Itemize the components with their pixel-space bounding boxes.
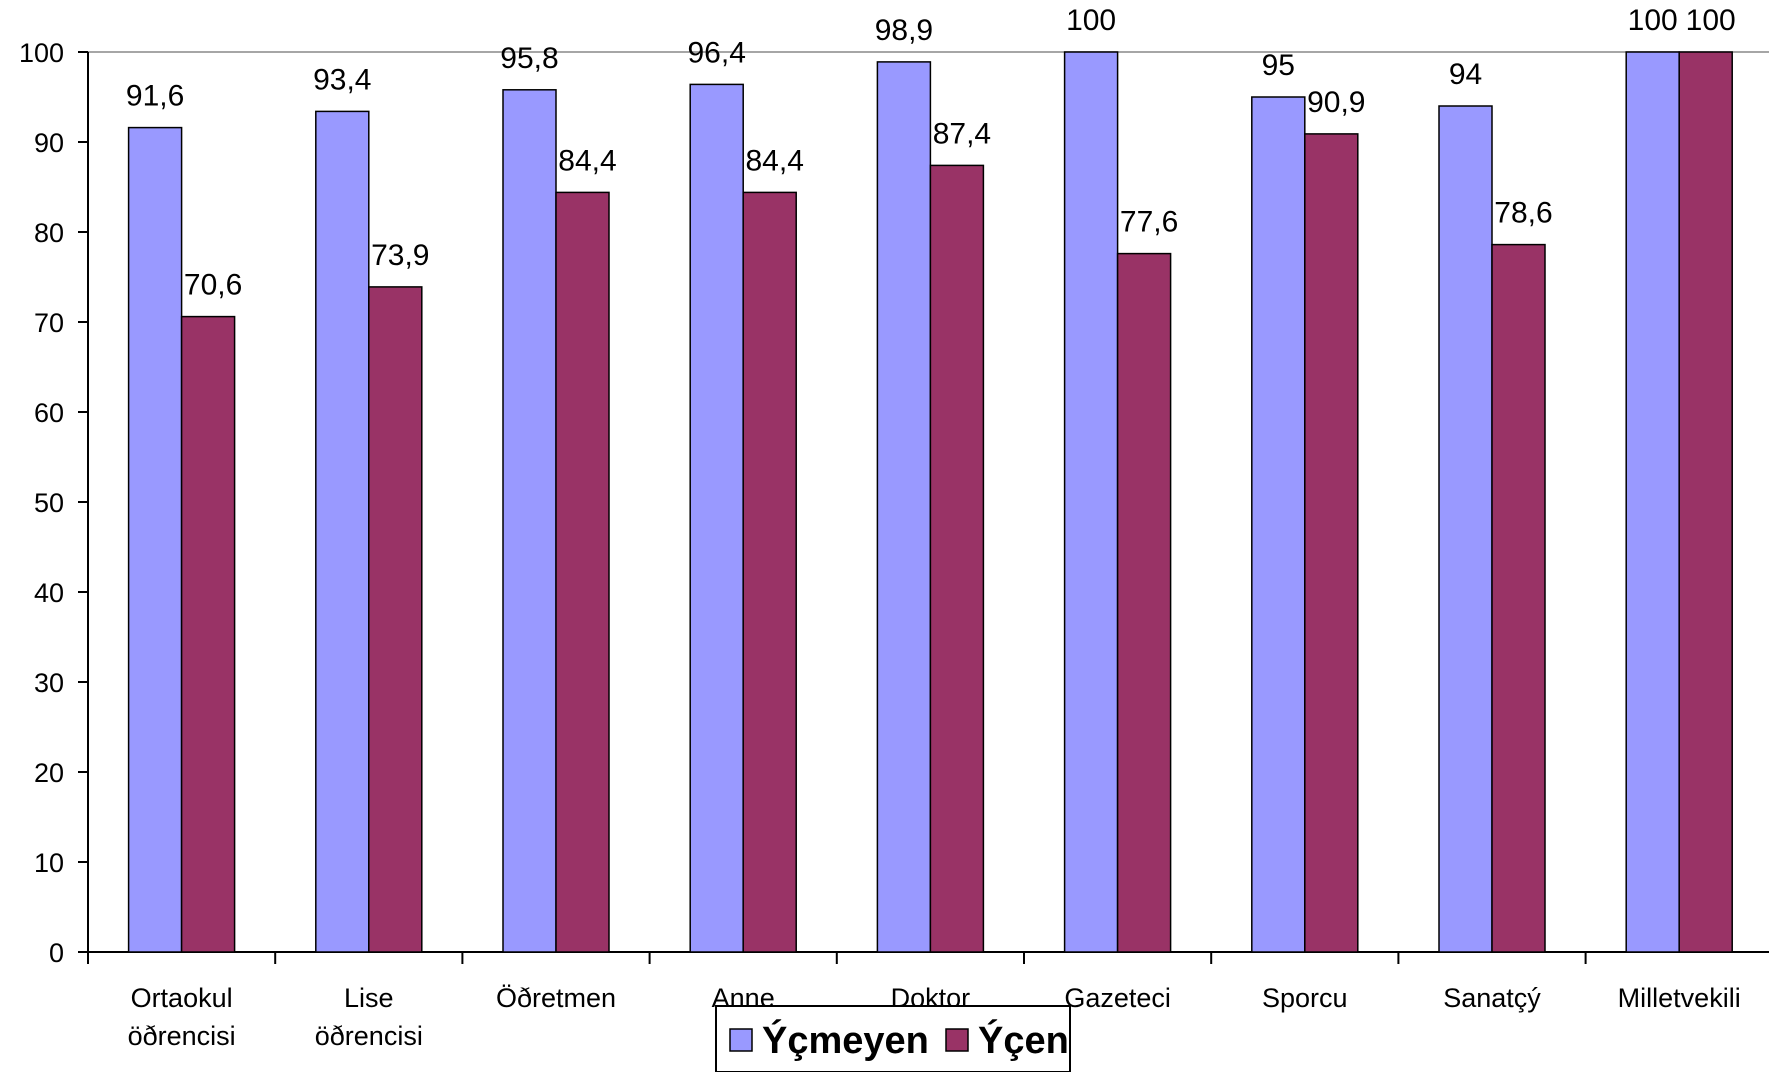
bar-series-1 — [1625, 51, 1680, 953]
bar-series-2 — [555, 191, 610, 953]
bar-series-2 — [1116, 252, 1172, 953]
bar-series-1 — [315, 110, 370, 953]
y-tick-label: 50 — [34, 488, 64, 518]
data-label-series-1: 95 — [1262, 49, 1295, 82]
data-label-series-2: 100 — [1686, 4, 1736, 37]
data-label-series-1: 98,9 — [875, 14, 933, 47]
x-tick-label: öðrencisi — [128, 1021, 236, 1051]
x-tick-label: Sanatçý — [1443, 983, 1541, 1013]
y-tick-label: 70 — [34, 308, 64, 338]
bar-series-2 — [1491, 243, 1546, 953]
y-tick-label: 30 — [34, 668, 64, 698]
bar-series-1 — [1063, 51, 1119, 953]
data-label-series-1: 91,6 — [126, 80, 184, 113]
data-label-series-2: 84,4 — [746, 144, 804, 177]
bars — [127, 51, 1733, 953]
bar-series-2 — [1678, 51, 1733, 953]
legend-box — [715, 1005, 1071, 1072]
data-label-series-1: 93,4 — [313, 63, 371, 96]
legend-label-series-2: Ýçen — [978, 1018, 1069, 1062]
legend: Ýçmeyen Ýçen — [715, 1005, 1071, 1072]
y-tick-label: 80 — [34, 218, 64, 248]
y-tick-label: 90 — [34, 128, 64, 158]
bar-series-1 — [502, 89, 557, 953]
y-tick-label: 100 — [19, 38, 64, 68]
bar-series-1 — [1251, 96, 1306, 953]
bar-series-1 — [1438, 105, 1493, 953]
data-label-series-2: 70,6 — [184, 269, 242, 302]
bar-series-2 — [368, 286, 423, 953]
x-tick-label: Milletvekili — [1618, 983, 1741, 1013]
x-tick-label: Gazeteci — [1064, 983, 1171, 1013]
legend-swatch-series-1 — [729, 1028, 753, 1052]
y-tick-label: 20 — [34, 758, 64, 788]
bar-series-1 — [876, 61, 932, 953]
y-tick-label: 40 — [34, 578, 64, 608]
legend-label-series-1: Ýçmeyen — [762, 1018, 929, 1062]
data-label-series-2: 90,9 — [1307, 86, 1365, 119]
y-tick-label: 0 — [49, 938, 64, 968]
data-label-series-1: 95,8 — [500, 42, 558, 75]
data-label-series-2: 78,6 — [1494, 197, 1552, 230]
x-tick-label: Öðretmen — [496, 983, 616, 1013]
bar-series-1 — [127, 126, 183, 953]
bar-series-2 — [929, 164, 985, 953]
data-label-series-1: 100 — [1628, 4, 1678, 37]
data-label-series-1: 100 — [1066, 4, 1116, 37]
bar-series-2 — [1304, 133, 1359, 953]
x-tick-label: Lise — [344, 983, 394, 1013]
bar-series-2 — [180, 315, 236, 953]
bar-series-2 — [742, 191, 797, 953]
data-label-series-1: 94 — [1449, 58, 1482, 91]
data-labels: 91,6 93,4 95,8 96,4 98,9 100 95 94 100 70,6 73,9 84… — [126, 4, 1736, 302]
data-label-series-2: 87,4 — [933, 117, 991, 150]
y-tick-label: 10 — [34, 848, 64, 878]
legend-swatch-series-2 — [945, 1028, 969, 1052]
x-tick-label: öðrencisi — [315, 1021, 423, 1051]
x-tick-label: Ortaokul — [131, 983, 233, 1013]
data-label-series-2: 73,9 — [371, 239, 429, 272]
x-tick-label: Sporcu — [1262, 983, 1348, 1013]
y-tick-label: 60 — [34, 398, 64, 428]
data-label-series-2: 77,6 — [1120, 206, 1178, 239]
bar-series-1 — [689, 83, 744, 953]
data-label-series-1: 96,4 — [688, 36, 746, 69]
data-label-series-2: 84,4 — [558, 144, 616, 177]
